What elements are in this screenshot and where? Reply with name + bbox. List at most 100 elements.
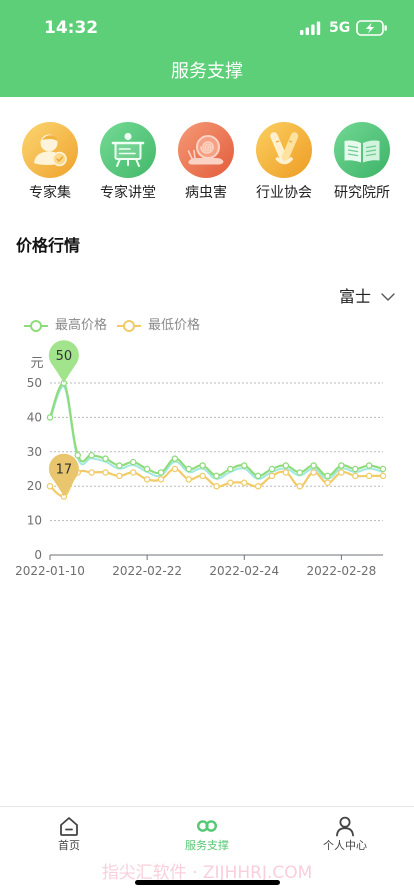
x-tick-label: 2022-02-22 <box>112 564 182 578</box>
max-price-point <box>379 465 387 473</box>
status-time: 14:32 <box>44 18 99 38</box>
min-price-point <box>268 472 276 480</box>
y-tick-label: 10 <box>27 514 42 528</box>
header-bar: 14:32 5G 服务支撑 <box>0 0 414 97</box>
max-price-line <box>48 381 384 477</box>
legend-label: 最高价格 <box>55 318 108 333</box>
max-price-point <box>282 462 290 469</box>
min-price-point <box>116 472 123 480</box>
tab-label: 服务支撑 <box>185 839 229 852</box>
min-price-point <box>282 469 290 476</box>
chevron-down-icon <box>381 293 395 301</box>
y-axis-label: 元 <box>30 356 43 371</box>
shortcut-expert-lecture[interactable]: 专家讲堂 <box>89 122 167 202</box>
min-price-point <box>227 479 234 487</box>
max-price-point <box>324 472 331 480</box>
min-price-point <box>351 472 359 480</box>
max-price-point <box>310 462 317 469</box>
max-price-point <box>143 465 151 473</box>
max-price-point <box>296 469 303 476</box>
min-price-point <box>213 482 220 490</box>
min-price-point <box>365 472 373 480</box>
min-price-point <box>88 469 95 476</box>
max-price-line-shadow <box>49 384 384 480</box>
min-price-point <box>240 479 248 487</box>
legend-item-max-price[interactable]: 最高价格 <box>24 318 107 334</box>
mark-points: 50 17 <box>48 340 79 497</box>
max-price-point <box>227 465 234 473</box>
home-indicator[interactable] <box>135 880 280 885</box>
legend-label: 最低价格 <box>148 318 201 333</box>
min-price-point <box>324 479 331 487</box>
min-price-point <box>102 469 109 476</box>
tab-label: 首页 <box>58 839 80 852</box>
min-price-point <box>157 476 165 483</box>
min-price-point <box>171 465 179 473</box>
max-price-point <box>171 455 179 462</box>
section-title-price: 价格行情 <box>16 236 81 255</box>
snail-icon[interactable] <box>178 122 234 178</box>
max-price-point <box>185 465 192 473</box>
infinity-icon <box>197 820 218 832</box>
grid-lines <box>50 382 383 522</box>
min-price-point <box>129 469 137 476</box>
price-chart-container: 0 10 20 30 40 50 2022-01-10 2022-02-22 2022-02-2… <box>0 310 414 590</box>
shortcut-research-institutes[interactable]: 研究院所 <box>323 122 401 202</box>
page-title: 服务支撑 <box>171 61 243 82</box>
max-price-point <box>88 451 95 459</box>
expert-icon[interactable] <box>22 122 78 178</box>
shortcut-label: 行业协会 <box>256 185 312 201</box>
min-price-point <box>296 482 303 490</box>
max-price-point <box>213 472 220 480</box>
lecture-board-icon[interactable] <box>100 122 156 178</box>
watermark: 指尖汇软件 · ZIJHHRJ.COM <box>101 863 313 883</box>
max-price-point <box>351 465 359 473</box>
legend-item-min-price[interactable]: 最低价格 <box>117 318 200 334</box>
home-icon <box>60 817 78 836</box>
max-price-point <box>254 472 262 480</box>
min-price-point <box>379 472 387 480</box>
y-tick-label: 0 <box>34 548 42 562</box>
shortcut-label: 研究院所 <box>334 185 390 201</box>
min-price-point <box>185 476 192 483</box>
tab-home[interactable]: 首页 <box>0 807 138 862</box>
max-value-pin-label: 50 <box>56 349 73 364</box>
max-price-point <box>74 451 82 459</box>
tab-personal-center[interactable]: 个人中心 <box>276 807 414 862</box>
signal-icon <box>300 21 321 35</box>
legend-max-price-icon <box>24 320 48 332</box>
user-icon <box>336 816 354 837</box>
max-price-point <box>338 462 345 469</box>
variety-dropdown[interactable]: 富士 <box>339 287 395 307</box>
max-price-point <box>199 462 206 469</box>
shortcut-expert-collection[interactable]: 专家集 <box>11 122 89 202</box>
shortcut-pests[interactable]: 病虫害 <box>167 122 245 202</box>
max-price-point <box>46 414 54 421</box>
variety-selected-value: 富士 <box>339 287 372 306</box>
max-price-point <box>116 462 123 469</box>
min-price-point <box>338 469 345 476</box>
max-price-point <box>129 458 137 466</box>
min-price-point <box>254 482 262 490</box>
battery-charging-icon <box>356 20 388 36</box>
x-tick-label: 2022-01-10 <box>15 564 85 578</box>
min-value-pin-label: 17 <box>56 462 73 477</box>
y-tick-label: 50 <box>27 376 42 390</box>
tab-label: 个人中心 <box>323 839 367 852</box>
bottom-tab-bar: 首页 服务支撑 个人中心 <box>0 806 414 862</box>
min-value-pin <box>48 453 79 497</box>
status-indicators: 5G <box>300 18 388 38</box>
legend-min-price-icon <box>117 320 141 332</box>
max-value-pin <box>48 340 79 383</box>
x-tick-label: 2022-02-28 <box>307 564 377 578</box>
book-icon[interactable] <box>334 122 390 178</box>
y-tick-label: 40 <box>27 410 42 424</box>
handshake-icon[interactable] <box>256 122 312 178</box>
shortcut-label: 专家集 <box>29 185 71 201</box>
tab-service-support[interactable]: 服务支撑 <box>138 807 276 862</box>
shortcut-industry-association[interactable]: 行业协会 <box>245 122 323 202</box>
x-tick-label: 2022-02-24 <box>209 564 279 578</box>
y-tick-label: 30 <box>27 445 42 459</box>
min-price-point <box>46 482 54 490</box>
